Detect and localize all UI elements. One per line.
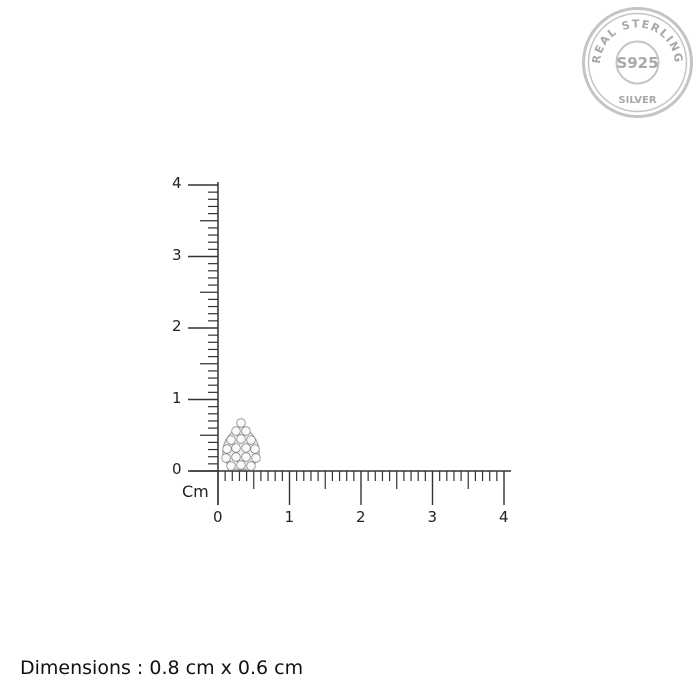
unit-label: Cm — [182, 482, 209, 501]
pear-earring-image — [221, 418, 261, 471]
stone — [236, 460, 246, 470]
stone — [231, 443, 241, 453]
stone — [226, 435, 236, 445]
x-tick-label: 3 — [427, 508, 438, 526]
y-tick-label: 4 — [172, 174, 182, 192]
x-tick-label: 4 — [499, 508, 509, 526]
stone — [241, 426, 251, 436]
x-tick-label: 1 — [284, 508, 295, 526]
dimensions-text: Dimensions : 0.8 cm x 0.6 cm — [20, 657, 304, 679]
stone — [231, 452, 241, 462]
y-tick-label: 1 — [172, 388, 182, 407]
y-tick-label: 3 — [172, 245, 182, 264]
x-tick-label: 0 — [213, 508, 223, 526]
seal-bottom-text: SILVER — [618, 95, 656, 106]
stone — [231, 426, 241, 436]
stone — [246, 435, 256, 445]
stone — [251, 453, 261, 463]
stone — [246, 461, 256, 471]
stone — [236, 418, 246, 428]
stone — [241, 452, 251, 462]
stone — [250, 444, 260, 454]
stone — [236, 434, 246, 444]
stone — [222, 444, 232, 454]
y-tick-label: 2 — [172, 317, 182, 335]
sterling-silver-seal: REAL STERLING S925 SILVER — [582, 7, 693, 118]
y-tick-label: 0 — [172, 460, 182, 478]
stone — [241, 443, 251, 453]
seal-center-text: S925 — [616, 54, 658, 72]
x-tick-label: 2 — [356, 508, 366, 526]
ruler-scale — [188, 182, 511, 505]
stone — [226, 461, 236, 471]
stone — [221, 453, 231, 463]
